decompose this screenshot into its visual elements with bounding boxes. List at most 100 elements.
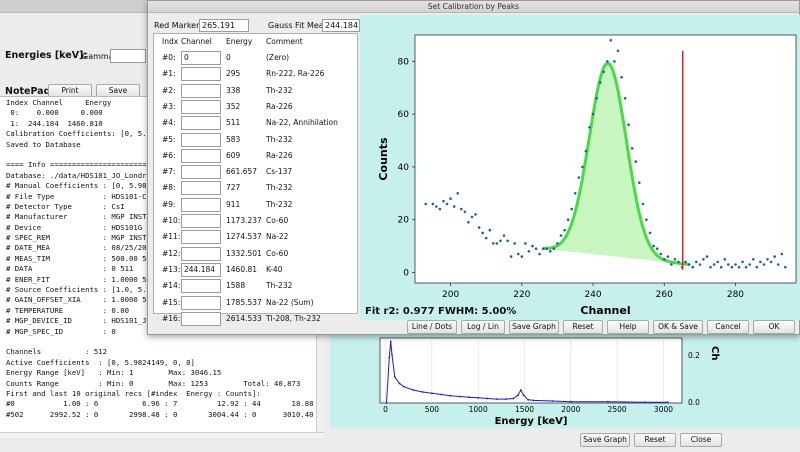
spectrum-y2-tick-label: 0.2 (688, 351, 700, 360)
cancel-button[interactable]: Cancel (707, 320, 749, 334)
log-lin-button[interactable]: Log / Lin (461, 320, 505, 334)
data-point (492, 242, 495, 245)
data-point (606, 60, 609, 63)
data-point (645, 218, 648, 221)
data-point (638, 181, 641, 184)
data-point (527, 250, 531, 253)
channel-input[interactable] (181, 214, 221, 228)
data-point (570, 207, 573, 211)
channel-input[interactable] (181, 311, 221, 326)
channel-input[interactable] (181, 230, 221, 245)
notepad-line: # MEAS_TIM : 500.00 50 (6, 253, 151, 263)
table-row: #3: 352 Ra-226 (154, 97, 357, 117)
calibration-chart[interactable]: 200 220 240 260 280 0 20 40 60 80 Channel Counts (360, 15, 800, 320)
notepad-line: # Manufacturer : MGP INSTR (6, 212, 151, 222)
channel-input[interactable] (181, 246, 221, 261)
red-marker-input[interactable]: 265.191 (199, 19, 249, 32)
data-point (677, 260, 680, 264)
main-close-button[interactable]: Close (680, 433, 722, 447)
data-point (584, 149, 588, 153)
x-tick-label: 240 (584, 290, 601, 300)
table-row: #15: 1785.537 Na-22 (Sum) (154, 293, 357, 313)
channel-input[interactable] (181, 116, 221, 131)
spectrum-chart: 0 500 1000 1500 2000 2500 3000 Energy [keV] 0.2 0… (379, 337, 720, 427)
y-tick-label: 0 (403, 268, 409, 278)
table-row: #13: 244.184 1460.81 K-40 (154, 260, 357, 280)
data-point (748, 263, 751, 266)
data-point (705, 255, 709, 258)
header-comment: Comment (266, 37, 303, 46)
channel-input[interactable]: 0 (181, 51, 221, 65)
spectrum-point (512, 397, 515, 400)
row-index: #12: (162, 248, 181, 258)
x-tick-label: 200 (442, 290, 459, 300)
data-point (588, 126, 591, 129)
data-point (616, 49, 620, 53)
channel-input[interactable] (181, 132, 221, 147)
spectrum-point (522, 394, 525, 397)
channel-input[interactable] (181, 67, 221, 82)
table-row: #8: 727 Th-232 (154, 178, 357, 198)
row-comment: Th-232 (266, 85, 293, 95)
main-save-graph-button[interactable]: Save Graph (580, 433, 630, 447)
data-point (659, 252, 662, 256)
channel-input[interactable] (181, 197, 221, 212)
main-reset-button[interactable]: Reset (634, 433, 676, 447)
line-dots-button[interactable]: Line / Dots (407, 320, 457, 334)
row-index: #3: (162, 101, 176, 111)
dialog-titlebar[interactable]: Set Calibration by Peaks (148, 1, 799, 13)
row-comment: Na-22 (266, 232, 289, 242)
gauss-fit-mean-input[interactable]: 244.184 (322, 19, 360, 32)
row-energy: 661.657 (226, 167, 258, 177)
row-comment: Th-232 (266, 183, 293, 193)
ok-save-button[interactable]: OK & Save (653, 320, 703, 334)
spectrum-point (607, 400, 609, 403)
spectrum-point (385, 402, 388, 404)
spectrum-point (431, 392, 433, 395)
channel-input[interactable] (181, 148, 221, 163)
spectrum-point (569, 400, 572, 403)
data-point (663, 258, 666, 261)
row-index: #9: (162, 199, 176, 209)
data-point (552, 247, 556, 250)
channel-input[interactable] (181, 99, 221, 114)
spectrum-point (495, 398, 498, 400)
reset-button[interactable]: Reset (563, 320, 603, 334)
data-point (563, 228, 566, 232)
notepad-line: # TEMPERATURE : 0.00 (6, 305, 130, 315)
gamma-input[interactable] (110, 49, 146, 63)
channel-input[interactable] (181, 83, 221, 98)
row-energy: 911 (226, 199, 241, 209)
channel-input[interactable] (181, 295, 221, 310)
data-point (531, 244, 534, 248)
calibration-table: Indx Channel Energy Comment #0: 0 0 (Zero) #… (153, 33, 358, 326)
save-graph-button[interactable]: Save Graph (509, 320, 559, 334)
data-point (709, 265, 712, 269)
channel-input[interactable] (181, 279, 221, 294)
row-energy: 1332.501 (226, 248, 262, 258)
data-point (591, 112, 595, 116)
data-point (762, 263, 766, 266)
spectrum-point (412, 389, 415, 391)
channel-input[interactable]: 244.184 (181, 262, 221, 277)
spectrum-point (666, 401, 669, 404)
spectrum-point (388, 356, 391, 359)
row-comment: Th-232 (266, 281, 293, 291)
table-row: #6: 609 Ra-226 (154, 146, 357, 166)
red-marker-label: Red Marker: (154, 21, 202, 30)
spectrum-point (449, 394, 452, 397)
notepad-horizontal-scrollbar[interactable] (0, 432, 324, 438)
ok-button[interactable]: OK (753, 320, 795, 334)
data-point (495, 242, 499, 245)
row-index: #16: (162, 313, 181, 323)
spectrum-point (458, 395, 461, 398)
help-button[interactable]: Help (607, 320, 649, 334)
data-point (730, 265, 734, 269)
row-index: #13: (162, 264, 181, 274)
channel-input[interactable] (181, 181, 221, 196)
table-row: #7: 661.657 Cs-137 (154, 162, 357, 182)
channel-input[interactable] (181, 165, 221, 180)
data-point (456, 192, 459, 195)
data-point (488, 228, 492, 232)
notepad-line: # DATE_MEA : 08/25/202 (6, 243, 151, 253)
